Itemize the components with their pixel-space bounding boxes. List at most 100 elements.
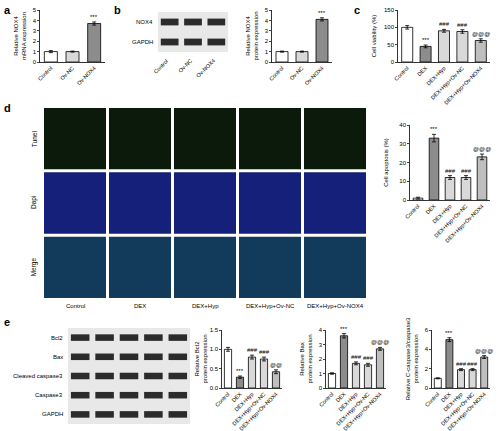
svg-text:c: c [354,4,360,16]
svg-text:Bcl2: Bcl2 [51,335,63,341]
svg-text:Control: Control [268,65,285,82]
svg-text:Relative C-caspase3/caspase3pr: Relative C-caspase3/caspase3protein expr… [405,317,419,400]
svg-text:4: 4 [425,346,429,352]
svg-text:Cell viability (%): Cell viability (%) [371,15,377,58]
svg-text:Control: Control [152,58,169,75]
svg-text:@@@: @@@ [473,146,491,152]
svg-text:1: 1 [319,371,323,377]
svg-text:30: 30 [399,141,406,147]
svg-text:DEX: DEX [334,391,346,403]
svg-text:50: 50 [387,42,394,48]
svg-text:DEX+Hyp: DEX+Hyp [442,391,463,412]
svg-text:DEX+Hyp+Ov-NC: DEX+Hyp+Ov-NC [440,391,476,427]
svg-text:0: 0 [403,197,407,203]
svg-text:DEX: DEX [416,65,428,77]
svg-text:***: *** [430,126,438,132]
svg-text:6: 6 [425,327,429,333]
svg-text:20: 20 [399,160,406,166]
svg-text:Tunel: Tunel [31,131,38,148]
svg-text:DEX+Hyp+Ov-NOX4: DEX+Hyp+Ov-NOX4 [307,303,364,309]
svg-text:Cell apoptosis (%): Cell apoptosis (%) [383,138,389,187]
svg-text:Merge: Merge [30,258,38,277]
svg-text:Ov-NOX4: Ov-NOX4 [195,58,216,79]
svg-text:DEX+Hyp+Ov-NOX4: DEX+Hyp+Ov-NOX4 [444,203,485,244]
svg-text:DEX+Hyp+Ov-NC: DEX+Hyp+Ov-NC [231,391,267,427]
svg-text:***: *** [236,368,244,374]
svg-text:GAPDH: GAPDH [132,39,153,45]
svg-text:DEX+Hyp: DEX+Hyp [233,391,254,412]
svg-text:0.0: 0.0 [210,385,219,391]
svg-text:40: 40 [399,122,406,128]
svg-text:Cleaved caspase3: Cleaved caspase3 [13,373,63,379]
svg-text:2: 2 [425,366,429,372]
svg-text:###: ### [247,347,258,353]
svg-text:0: 0 [391,59,395,65]
svg-text:1: 1 [33,49,37,55]
svg-text:DEX+Hyp+Ov-NOX4: DEX+Hyp+Ov-NOX4 [446,391,487,431]
svg-text:5: 5 [265,7,269,13]
svg-text:Control: Control [424,391,441,408]
svg-text:DEX+Hyp: DEX+Hyp [192,303,219,309]
svg-text:Ov-NC: Ov-NC [59,65,75,81]
svg-text:Ov-NC: Ov-NC [289,65,305,81]
svg-text:Relative NOX4mRNA expression: Relative NOX4mRNA expression [13,12,27,60]
svg-text:***: *** [318,10,326,16]
svg-text:DEX+Hyp+Ov-NC: DEX+Hyp+Ov-NC [433,203,469,239]
svg-text:DEX+Hyp: DEX+Hyp [337,391,358,412]
svg-text:e: e [4,316,10,328]
svg-text:NOX4: NOX4 [136,19,153,25]
svg-text:a: a [4,4,11,16]
svg-text:***: *** [445,330,453,336]
svg-text:3: 3 [265,28,269,34]
svg-text:Relative NOX4protein expressio: Relative NOX4protein expression [245,11,259,60]
svg-text:1.5: 1.5 [210,327,219,333]
svg-text:###: ### [461,168,472,174]
svg-text:@@: @@ [270,362,282,368]
svg-text:Control: Control [37,65,54,82]
svg-text:@@@: @@@ [371,339,389,345]
svg-text:0: 0 [33,59,37,65]
svg-text:***: *** [422,37,430,43]
svg-text:###: ### [467,361,478,367]
svg-text:DEX+Hyp+Ov-NC: DEX+Hyp+Ov-NC [429,65,465,101]
svg-text:1: 1 [265,49,269,55]
svg-text:Control: Control [66,303,85,309]
svg-text:***: *** [90,14,98,20]
svg-text:2: 2 [265,38,269,44]
svg-text:DEX+Hyp+Ov-NOX4: DEX+Hyp+Ov-NOX4 [342,391,383,431]
svg-text:DEX+Hyp: DEX+Hyp [431,203,452,224]
svg-text:###: ### [351,354,362,360]
svg-text:DEX+Hyp+Ov-NC: DEX+Hyp+Ov-NC [246,303,295,309]
svg-text:Control: Control [214,391,231,408]
svg-text:DEX+Hyp: DEX+Hyp [425,65,446,86]
svg-text:DEX+Hyp+Ov-NOX4: DEX+Hyp+Ov-NOX4 [238,391,279,431]
svg-text:Control: Control [318,391,335,408]
svg-text:b: b [114,4,121,16]
svg-text:Ov-NC: Ov-NC [177,58,193,74]
svg-text:DEX+Hyp+Ov-NOX4: DEX+Hyp+Ov-NOX4 [443,65,484,106]
svg-text:Relative Bcl2protein expressio: Relative Bcl2protein expression [194,334,208,383]
svg-text:###: ### [445,168,456,174]
svg-text:0.5: 0.5 [210,366,219,372]
svg-text:@@@: @@@ [475,348,493,354]
svg-text:Bax: Bax [53,354,63,360]
svg-text:5: 5 [33,7,37,13]
svg-text:###: ### [363,355,374,361]
svg-text:0: 0 [265,59,269,65]
svg-text:Relative Baxprotein expression: Relative Baxprotein expression [299,334,313,383]
svg-text:100: 100 [384,24,395,30]
svg-text:@@@: @@@ [472,31,490,37]
svg-text:4: 4 [265,18,269,24]
svg-text:1.0: 1.0 [210,346,219,352]
svg-text:4: 4 [33,18,37,24]
svg-text:Caspase3: Caspase3 [35,392,63,398]
svg-text:DEX: DEX [230,391,242,403]
svg-text:0: 0 [319,385,323,391]
svg-text:d: d [4,102,11,114]
svg-text:DEX: DEX [440,391,452,403]
svg-text:###: ### [439,21,450,27]
svg-text:Ov-NOX4: Ov-NOX4 [304,65,325,86]
svg-text:2: 2 [319,356,323,362]
svg-text:###: ### [457,22,468,28]
svg-text:10: 10 [399,178,406,184]
